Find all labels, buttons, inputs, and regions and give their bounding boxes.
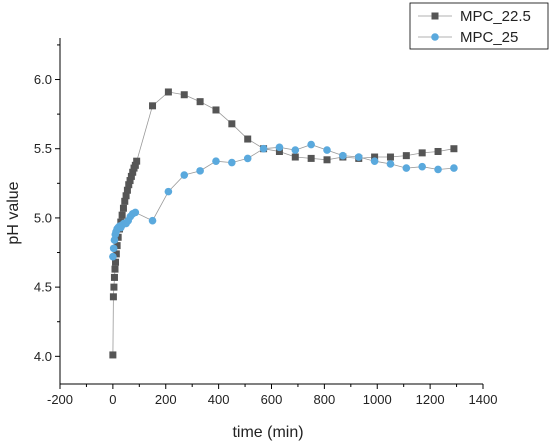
- data-point: [434, 165, 442, 174]
- data-point: [371, 153, 379, 161]
- data-point: [275, 143, 284, 152]
- data-point: [127, 172, 135, 180]
- data-point: [109, 293, 117, 301]
- data-point: [339, 151, 347, 160]
- series-MPC_22.5: [109, 88, 458, 359]
- series-line: [112, 144, 454, 257]
- y-tick-label: 4.5: [34, 280, 52, 295]
- data-point: [110, 236, 119, 244]
- legend-marker: [431, 12, 439, 20]
- data-point: [112, 258, 120, 266]
- data-point: [243, 154, 252, 163]
- data-point: [275, 147, 283, 155]
- data-point: [307, 154, 315, 162]
- data-point: [119, 204, 127, 212]
- data-point: [109, 351, 117, 359]
- data-point: [133, 157, 141, 165]
- data-point: [354, 153, 363, 161]
- data-point: [110, 283, 118, 291]
- x-tick-label: -200: [47, 392, 73, 407]
- data-point: [228, 120, 236, 128]
- data-point: [180, 171, 189, 179]
- x-axis-title: time (min): [232, 424, 303, 441]
- data-point: [112, 250, 120, 258]
- data-point: [402, 152, 410, 160]
- legend-box: [409, 2, 549, 50]
- y-tick-label: 5.5: [34, 141, 52, 156]
- y-axis-title: pH value: [5, 181, 22, 244]
- data-point: [118, 211, 126, 219]
- data-point: [125, 181, 133, 189]
- series-MPC_25: [109, 140, 458, 261]
- data-point: [196, 167, 204, 175]
- data-point: [113, 242, 121, 250]
- x-tick-label: 1200: [416, 392, 445, 407]
- data-point: [212, 106, 220, 114]
- data-point: [123, 186, 131, 194]
- data-point: [370, 157, 379, 165]
- data-point: [110, 273, 118, 281]
- data-point: [212, 157, 220, 165]
- data-point: [386, 160, 395, 168]
- x-tick-label: 200: [155, 392, 177, 407]
- data-point: [121, 197, 129, 205]
- data-point: [122, 192, 130, 200]
- data-point: [228, 158, 236, 167]
- data-point: [164, 187, 173, 196]
- x-tick-label: 0: [109, 392, 116, 407]
- y-tick-label: 6.0: [34, 72, 52, 87]
- data-point: [129, 168, 137, 176]
- data-point: [114, 233, 122, 241]
- data-point: [450, 145, 458, 153]
- series-line: [112, 91, 454, 355]
- y-tick-label: 4.0: [34, 349, 52, 364]
- data-point: [180, 91, 188, 99]
- y-tick-label: 5.0: [34, 210, 52, 225]
- data-point: [149, 102, 157, 110]
- data-point: [131, 208, 140, 217]
- data-point: [148, 216, 157, 225]
- data-point: [259, 144, 268, 153]
- data-point: [291, 153, 299, 161]
- data-point: [386, 153, 394, 161]
- axes-layer: -200 0 200 400 600 800 1000 1200 1400 4.0 4.5 5.0 5.…: [34, 38, 498, 407]
- data-point: [402, 164, 411, 172]
- data-point: [109, 244, 118, 253]
- data-point: [418, 162, 426, 171]
- data-point: [291, 146, 300, 154]
- data-point: [307, 140, 315, 149]
- legend: MPC_22.5 MPC_25: [409, 2, 549, 50]
- x-tick-label: 600: [261, 392, 283, 407]
- data-point: [323, 156, 331, 164]
- x-tick-label: 1400: [469, 392, 498, 407]
- data-point: [196, 98, 204, 106]
- data-point: [131, 161, 139, 169]
- x-tick-label: 1000: [363, 392, 392, 407]
- data-point: [126, 177, 134, 185]
- data-point: [450, 164, 458, 172]
- data-point: [323, 146, 331, 154]
- series-layer: [109, 88, 458, 359]
- data-point: [111, 265, 119, 273]
- legend-marker: [431, 33, 439, 41]
- legend-label: MPC_22.5: [460, 8, 531, 25]
- data-point: [434, 147, 442, 155]
- data-point: [418, 149, 426, 157]
- x-tick-label: 400: [208, 392, 230, 407]
- data-point: [109, 252, 117, 261]
- data-point: [164, 88, 172, 96]
- legend-label: MPC_25: [460, 29, 518, 46]
- data-point: [244, 135, 252, 143]
- x-tick-label: 800: [314, 392, 336, 407]
